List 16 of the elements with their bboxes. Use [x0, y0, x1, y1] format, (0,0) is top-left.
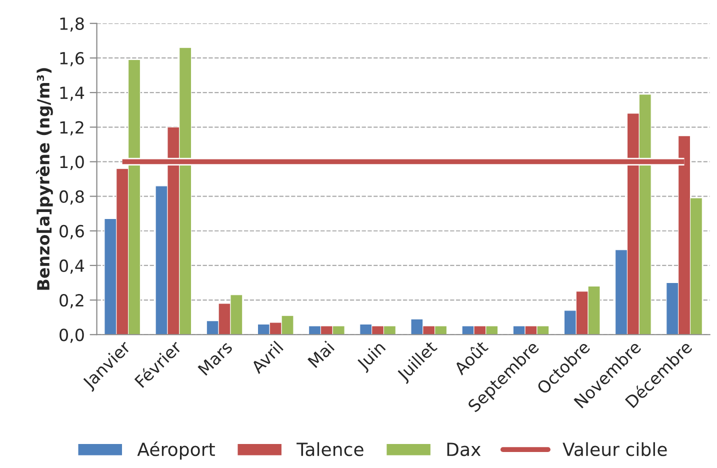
legend-label: Dax: [447, 442, 481, 456]
y-tick-label: 0,8: [60, 190, 84, 205]
y-tick-label: 1,8: [60, 17, 84, 32]
legend-label: Talence: [296, 442, 364, 456]
y-tick-label: 1,0: [60, 156, 84, 170]
y-tick-label: 0,6: [60, 224, 84, 240]
y-tick-label: 0,0: [60, 328, 84, 343]
legend-label: Aéroport: [137, 441, 215, 460]
y-tick-label: 1,2: [60, 121, 84, 136]
y-tick-label: 0,2: [60, 294, 84, 308]
legend-label: Valeur cible: [562, 442, 667, 456]
x-tick-label: Mai: [307, 340, 335, 368]
y-tick-label: 0,4: [60, 259, 84, 274]
y-axis-title: Benzo[a]pyrène (ng/m³): [36, 68, 53, 290]
y-tick-label: 1,6: [60, 52, 84, 66]
y-tick-label: 1,4: [60, 86, 84, 101]
